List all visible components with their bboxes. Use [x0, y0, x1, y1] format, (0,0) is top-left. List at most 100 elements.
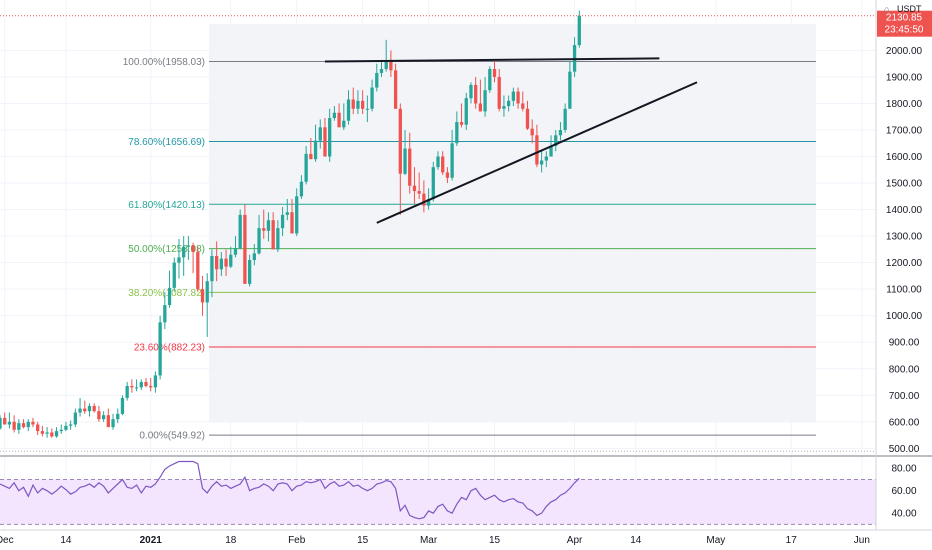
- candle: [97, 405, 101, 422]
- candle-body: [313, 140, 318, 160]
- candle: [186, 236, 191, 260]
- candle-body: [469, 84, 473, 99]
- candle: [328, 108, 332, 162]
- candle: [375, 63, 379, 92]
- candle: [40, 425, 45, 437]
- candle-body: [233, 248, 238, 255]
- currency-label[interactable]: ⌂ USDT: [884, 4, 922, 14]
- candle-body: [271, 220, 275, 250]
- candle: [238, 209, 242, 250]
- price-tick-label: 900.00: [889, 338, 920, 349]
- candle-body: [417, 191, 421, 194]
- candle-body: [342, 120, 346, 128]
- candlesticks[interactable]: [0, 10, 581, 438]
- candle: [7, 412, 12, 429]
- candle-body: [459, 122, 464, 125]
- candle: [68, 420, 73, 430]
- fib-level-label: 100.00%(1958.03): [123, 57, 205, 68]
- currency-code: USDT: [897, 4, 922, 14]
- candle-body: [7, 421, 12, 425]
- trendlines[interactable]: [324, 57, 698, 224]
- time-tick-label: Apr: [567, 535, 583, 546]
- candle: [233, 236, 238, 258]
- candle: [342, 103, 346, 130]
- candle-body: [21, 423, 26, 428]
- candle: [318, 119, 322, 149]
- candle: [45, 427, 49, 438]
- price-tick-label: 2000.00: [886, 46, 923, 57]
- time-tick-label: Jun: [854, 535, 870, 546]
- time-tick-label: 2021: [140, 535, 163, 546]
- candle: [506, 95, 511, 112]
- candle: [544, 151, 548, 168]
- rsi-tick-label: 80.00: [891, 464, 916, 475]
- time-tick-label: 18: [225, 535, 237, 546]
- candle: [262, 209, 266, 239]
- candle-body: [3, 417, 7, 425]
- candle: [290, 198, 294, 234]
- candle-body: [83, 408, 87, 412]
- time-tick-label: Feb: [288, 535, 306, 546]
- candle: [172, 257, 176, 292]
- candle: [158, 315, 162, 380]
- candle-body: [511, 91, 516, 101]
- candle: [276, 220, 280, 253]
- candle: [337, 103, 341, 128]
- candle: [17, 419, 21, 434]
- candle: [323, 118, 327, 157]
- time-tick-label: May: [706, 535, 725, 546]
- candle-body: [120, 397, 125, 414]
- time-tick-label: 15: [489, 535, 501, 546]
- candle-body: [474, 84, 478, 104]
- candle-body: [247, 260, 252, 284]
- candle-body: [205, 281, 209, 303]
- fib-level-label: 50.00%(1253.08): [128, 244, 205, 255]
- candle: [87, 403, 92, 417]
- candle: [384, 39, 388, 72]
- candle-body: [12, 421, 16, 430]
- fib-retracement[interactable]: 100.00%(1958.03) 78.60%(1656.69) 61.80%(14…: [123, 57, 816, 442]
- candle: [205, 273, 209, 337]
- candle: [210, 249, 214, 298]
- rsi-pane[interactable]: 40.00 60.00 80.00: [0, 460, 917, 525]
- candle: [177, 238, 181, 279]
- candle-body: [539, 160, 544, 165]
- candle-body: [422, 193, 426, 206]
- candle-body: [431, 167, 435, 199]
- price-tick-label: 1600.00: [886, 152, 923, 163]
- rsi-band: [0, 479, 876, 525]
- candle: [153, 371, 158, 393]
- time-tick-label: Mar: [420, 535, 438, 546]
- candle: [26, 419, 30, 432]
- candle: [417, 172, 421, 199]
- candle: [285, 198, 289, 221]
- candle: [304, 145, 308, 185]
- candle-body: [219, 258, 224, 270]
- candle: [313, 124, 318, 162]
- candle-body: [558, 130, 563, 136]
- time-axis[interactable]: Dec 14 2021 18 Feb 15 Mar 15 Apr 14 May 17 Jun: [0, 535, 870, 546]
- price-tick-label: 1900.00: [886, 72, 923, 83]
- candle: [535, 124, 539, 168]
- candle: [295, 188, 299, 237]
- candle-body: [31, 421, 35, 425]
- candle: [488, 66, 492, 93]
- price-tick-label: 500.00: [889, 444, 920, 455]
- candle-body: [290, 212, 294, 234]
- candle: [200, 275, 205, 316]
- fib-background: [209, 24, 816, 422]
- candle-body: [426, 198, 431, 206]
- candle: [149, 378, 153, 392]
- price-axis[interactable]: 500.00 600.00 700.00 800.00 900.00 1000.00 110…: [886, 46, 923, 455]
- candle-body: [464, 98, 468, 125]
- rsi-tick-label: 60.00: [891, 486, 916, 497]
- price-tick-label: 800.00: [889, 364, 920, 375]
- candle: [521, 91, 525, 112]
- price-tick-label: 700.00: [889, 391, 920, 402]
- candle-body: [365, 108, 370, 110]
- candle: [445, 167, 450, 184]
- candle: [167, 270, 172, 308]
- candle-body: [266, 220, 271, 231]
- candle: [266, 212, 271, 242]
